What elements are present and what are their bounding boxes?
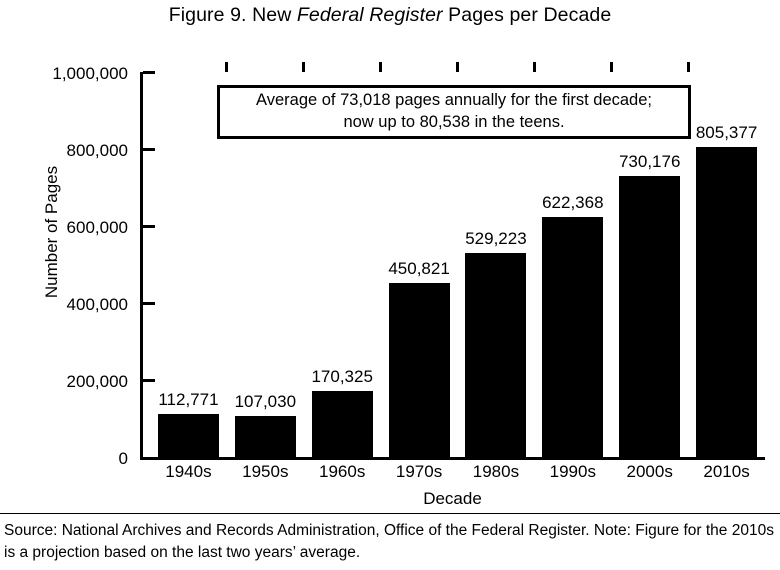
x-axis-title: Decade — [423, 489, 482, 508]
title-prefix: Figure 9. New — [168, 4, 297, 26]
bar-value-label: 730,176 — [618, 151, 681, 171]
y-axis-tick-label: 800,000 — [66, 140, 128, 160]
x-axis-category-label: 1940s — [165, 462, 212, 481]
x-axis-tick — [225, 62, 229, 72]
bar-value-label: 112,771 — [158, 389, 219, 409]
x-axis-tick — [609, 62, 613, 72]
x-axis-tick — [532, 62, 536, 72]
x-axis-category-label: 1980s — [472, 462, 520, 481]
x-axis-category-label: 1970s — [395, 462, 443, 481]
y-axis-tick — [143, 378, 155, 382]
bar-value-label: 170,325 — [311, 367, 373, 387]
y-axis-tick-label: 200,000 — [66, 371, 128, 391]
x-axis-category-label: 2010s — [703, 462, 750, 481]
x-axis-category-label: 2000s — [626, 462, 673, 481]
bar — [696, 146, 758, 457]
bar-value-label: 805,377 — [695, 122, 758, 142]
title-suffix: Pages per Decade — [442, 4, 612, 26]
x-axis-tick — [379, 62, 383, 72]
bar — [311, 391, 373, 457]
bar-value-label: 622,368 — [542, 193, 604, 213]
page-title: Figure 9. New Federal Register Pages per… — [0, 4, 780, 27]
bar — [234, 415, 296, 457]
annotation-line-1: Average of 73,018 pages annually for the… — [256, 91, 652, 110]
source-note: Source: National Archives and Records Ad… — [4, 522, 774, 561]
y-axis-tick — [143, 301, 155, 305]
footer-divider — [0, 513, 780, 514]
bar — [157, 413, 219, 457]
y-axis-title: Number of Pages — [42, 165, 61, 299]
y-axis-tick-label: 1,000,000 — [52, 63, 128, 83]
x-axis-tick — [686, 62, 690, 72]
bar-value-label: 107,030 — [234, 391, 297, 411]
bar-value-label: 450,821 — [388, 259, 450, 279]
x-axis-tick — [456, 62, 459, 72]
x-axis-category-labels: 1940s 1950s 1960s 1970s 1980s 1990s 2000s 2010s — [140, 462, 765, 486]
x-axis-tick — [302, 62, 306, 72]
bar — [388, 283, 450, 457]
x-axis-category-label: 1960s — [319, 462, 366, 481]
y-axis-line — [140, 72, 143, 457]
x-axis-line — [140, 457, 765, 460]
annotation-line-2: now up to 80,538 in the teens. — [343, 113, 565, 131]
y-axis-tick — [143, 147, 155, 151]
bar — [465, 253, 527, 457]
x-axis-category-label: 1950s — [242, 462, 289, 481]
annotation-callout: Average of 73,018 pages annually for the… — [217, 85, 691, 139]
y-axis-tick-label: 400,000 — [66, 294, 128, 314]
title-italic-part: Federal Register — [296, 4, 443, 26]
bar-value-label: 529,223 — [465, 229, 527, 249]
x-axis-category-label: 1990s — [549, 462, 596, 481]
bar — [619, 175, 681, 457]
y-axis-tick-labels: 0 200,000 400,000 600,000 800,000 1,000,000 — [0, 64, 132, 468]
plot-area: 112,771 107,030 170,325 450,821 529,223 622,3… — [140, 62, 765, 460]
bar — [542, 217, 604, 457]
y-axis-tick — [143, 70, 155, 74]
y-axis-tick-label: 600,000 — [66, 217, 128, 237]
y-axis-tick — [143, 224, 155, 228]
y-axis-tick-label: 0 — [118, 448, 128, 468]
